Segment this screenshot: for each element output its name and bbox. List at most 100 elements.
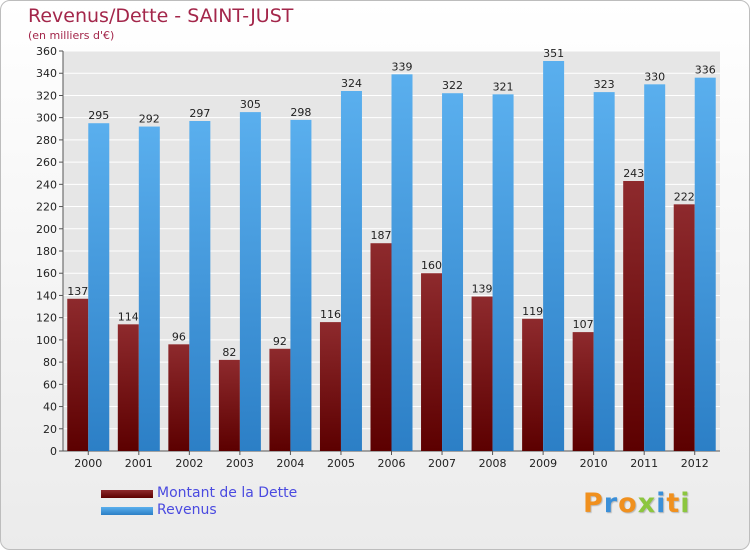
legend-label-revenus: Revenus — [157, 502, 217, 518]
x-tick-label: 2001 — [125, 457, 153, 470]
logo-letter: P — [583, 488, 604, 519]
data-label: 322 — [442, 79, 463, 92]
bar-dette — [67, 298, 89, 451]
bar-revenus — [391, 74, 413, 451]
x-tick-label: 2008 — [479, 457, 507, 470]
data-label: 96 — [172, 330, 186, 343]
logo-letter: t — [666, 488, 681, 519]
bar-dette — [673, 204, 695, 451]
logo-letter: i — [656, 488, 667, 519]
y-tick-label: 20 — [43, 423, 57, 436]
y-tick-label: 260 — [36, 156, 57, 169]
bar-revenus — [593, 92, 615, 451]
x-tick-label: 2004 — [276, 457, 304, 470]
bar-revenus — [340, 91, 362, 451]
x-tick-label: 2012 — [681, 457, 709, 470]
bar-dette — [218, 359, 240, 451]
data-label: 107 — [573, 318, 594, 331]
logo-letter: r — [603, 488, 619, 519]
y-tick-label: 0 — [50, 445, 57, 458]
legend-swatch-revenus — [101, 507, 153, 515]
bar-dette — [421, 273, 443, 451]
data-label: 243 — [623, 167, 644, 180]
proxiti-logo: Proxiti — [583, 488, 691, 519]
y-tick-label: 100 — [36, 334, 57, 347]
x-tick-label: 2010 — [580, 457, 608, 470]
x-tick-label: 2011 — [630, 457, 658, 470]
bar-revenus — [138, 126, 160, 452]
x-tick-label: 2000 — [74, 457, 102, 470]
data-label: 321 — [493, 80, 514, 93]
data-label: 187 — [371, 229, 392, 242]
bar-dette — [117, 324, 139, 451]
y-tick-label: 240 — [36, 178, 57, 191]
data-label: 295 — [88, 109, 109, 122]
y-tick-label: 180 — [36, 245, 57, 258]
data-label: 351 — [543, 47, 564, 60]
x-tick-label: 2006 — [378, 457, 406, 470]
bar-dette — [370, 243, 392, 451]
legend-label-dette: Montant de la Dette — [157, 485, 298, 501]
bar-revenus — [442, 93, 464, 451]
y-tick-label: 280 — [36, 134, 57, 147]
y-tick-label: 40 — [43, 401, 57, 414]
data-label: 119 — [522, 305, 543, 318]
x-tick-label: 2002 — [175, 457, 203, 470]
data-label: 330 — [644, 70, 665, 83]
bar-revenus — [492, 94, 514, 451]
y-tick-label: 140 — [36, 289, 57, 302]
y-tick-label: 60 — [43, 378, 57, 391]
legend-swatch-dette — [101, 490, 153, 498]
bar-revenus — [290, 119, 312, 451]
bar-revenus — [189, 121, 211, 451]
bar-revenus — [239, 112, 261, 451]
chart-subtitle: (en milliers d'€) — [28, 29, 115, 42]
bar-dette — [522, 318, 544, 451]
data-label: 137 — [67, 285, 88, 298]
y-tick-label: 300 — [36, 112, 57, 125]
y-tick-label: 340 — [36, 67, 57, 80]
data-label: 323 — [594, 78, 615, 91]
data-label: 324 — [341, 77, 362, 90]
y-tick-label: 120 — [36, 312, 57, 325]
bar-dette — [319, 322, 341, 451]
data-label: 160 — [421, 259, 442, 272]
bar-dette — [471, 296, 493, 451]
y-tick-label: 360 — [36, 45, 57, 58]
logo-letter: x — [637, 488, 657, 519]
data-label: 139 — [472, 283, 493, 296]
x-tick-label: 2003 — [226, 457, 254, 470]
y-tick-label: 160 — [36, 267, 57, 280]
bar-dette — [572, 332, 594, 451]
bar-revenus — [644, 84, 666, 451]
y-tick-label: 320 — [36, 89, 57, 102]
data-label: 92 — [273, 335, 287, 348]
y-tick-label: 220 — [36, 201, 57, 214]
data-label: 116 — [320, 308, 341, 321]
data-label: 82 — [222, 346, 236, 359]
x-tick-label: 2007 — [428, 457, 456, 470]
bar-revenus — [88, 123, 110, 451]
data-label: 222 — [674, 190, 695, 203]
bar-dette — [623, 181, 645, 451]
logo-letter: i — [680, 488, 691, 519]
data-label: 292 — [139, 113, 160, 126]
data-label: 339 — [392, 60, 413, 73]
y-tick-label: 80 — [43, 356, 57, 369]
logo-letter: o — [618, 488, 638, 519]
data-label: 114 — [118, 310, 139, 323]
data-label: 298 — [290, 106, 311, 119]
x-tick-label: 2005 — [327, 457, 355, 470]
bar-revenus — [543, 61, 565, 451]
bar-dette — [168, 344, 190, 451]
data-label: 336 — [695, 64, 716, 77]
bar-revenus — [694, 77, 716, 452]
data-label: 297 — [189, 107, 210, 120]
x-tick-label: 2009 — [529, 457, 557, 470]
chart-title: Revenus/Dette - SAINT-JUST — [28, 5, 294, 27]
bar-dette — [269, 348, 291, 451]
y-tick-label: 200 — [36, 223, 57, 236]
data-label: 305 — [240, 98, 261, 111]
